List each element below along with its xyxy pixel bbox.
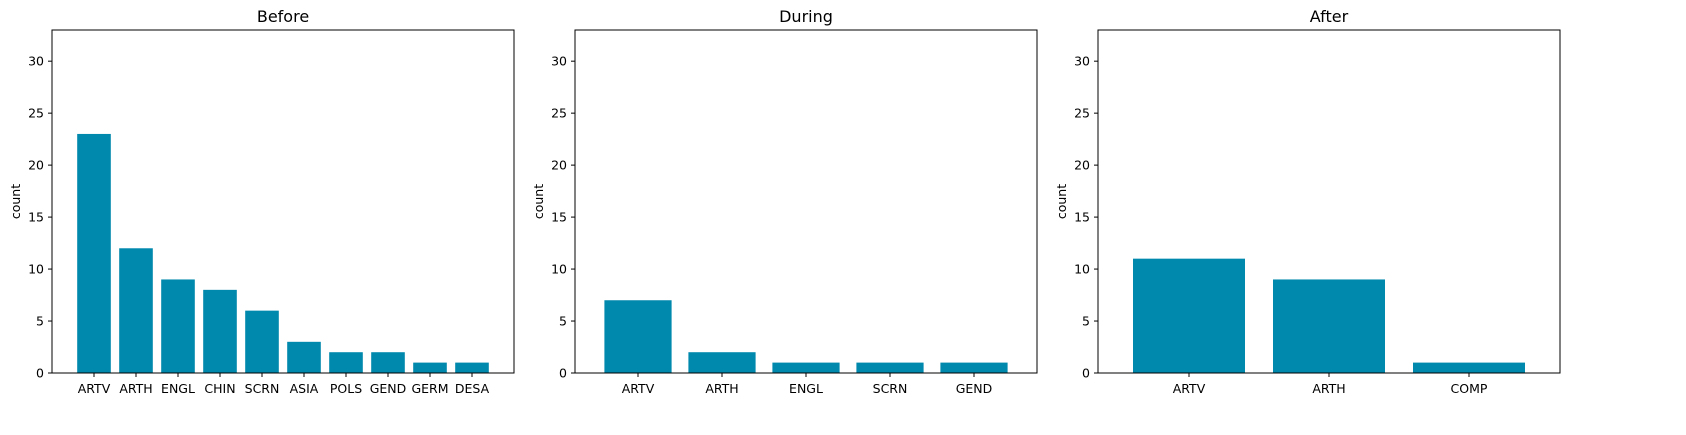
y-tick-label: 0	[1082, 366, 1090, 381]
bar-germ	[413, 362, 447, 373]
subplot-after: 0 5 10 15 20 25 30 ARTV ARTH COMP After count	[1054, 7, 1561, 396]
bar-arth	[1273, 279, 1385, 373]
bar-pols	[329, 352, 363, 373]
bar-artv	[77, 133, 111, 373]
subplot-before: 0 5 10 15 20 25 30 ARTV ARTH ENGL CHIN SCRN ASIA POLS…	[8, 7, 515, 396]
y-tick-label: 30	[1074, 54, 1090, 69]
x-tick-label-arth: ARTH	[705, 381, 738, 396]
y-axis-label: count	[8, 184, 23, 219]
y-tick-label: 5	[36, 314, 44, 329]
bar-gend	[940, 362, 1008, 373]
y-tick-label: 5	[1082, 314, 1090, 329]
bar-artv	[604, 300, 672, 373]
x-tick-label-asia: ASIA	[290, 381, 319, 396]
x-tick-label-engl: ENGL	[789, 381, 823, 396]
x-tick-label-pols: POLS	[330, 381, 362, 396]
x-tick-label-engl: ENGL	[161, 381, 195, 396]
y-tick-label: 20	[1074, 158, 1090, 173]
bar-chin	[203, 289, 237, 373]
y-tick-label: 10	[28, 262, 44, 277]
chart-title: During	[779, 7, 833, 26]
plot-frame	[51, 29, 515, 374]
bar-artv	[1133, 258, 1245, 373]
x-tick-label-scrn: SCRN	[873, 381, 908, 396]
y-tick-label: 25	[1074, 106, 1090, 121]
x-tick-label-artv: ARTV	[622, 381, 655, 396]
y-tick-label: 20	[28, 158, 44, 173]
y-tick-label: 30	[28, 54, 44, 69]
y-tick-label: 25	[551, 106, 567, 121]
bar-desa	[455, 362, 489, 373]
y-tick-label: 25	[28, 106, 44, 121]
y-tick-label: 0	[559, 366, 567, 381]
y-tick-label: 15	[551, 210, 567, 225]
x-tick-label-artv: ARTV	[78, 381, 111, 396]
bar-arth	[688, 352, 756, 373]
bar-arth	[119, 248, 153, 373]
x-tick-label-desa: DESA	[455, 381, 490, 396]
x-tick-label-gend: GEND	[370, 381, 407, 396]
x-tick-label-germ: GERM	[411, 381, 448, 396]
y-tick-label: 15	[1074, 210, 1090, 225]
y-tick-label: 15	[28, 210, 44, 225]
chart-title: Before	[257, 7, 309, 26]
bar-comp	[1413, 362, 1525, 373]
bar-asia	[287, 341, 321, 373]
x-tick-label-arth: ARTH	[1312, 381, 1345, 396]
y-axis-label: count	[1054, 184, 1069, 219]
bar-scrn	[856, 362, 924, 373]
x-tick-label-artv: ARTV	[1173, 381, 1206, 396]
x-tick-label-scrn: SCRN	[245, 381, 280, 396]
bar-scrn	[245, 310, 279, 373]
bar-gend	[371, 352, 405, 373]
y-tick-label: 10	[1074, 262, 1090, 277]
y-tick-label: 10	[551, 262, 567, 277]
chart-title: After	[1310, 7, 1349, 26]
subplot-during: 0 5 10 15 20 25 30 ARTV ARTH ENGL SCRN GEND During co…	[531, 7, 1038, 396]
bar-engl	[161, 279, 195, 373]
y-axis-label: count	[531, 184, 546, 219]
x-tick-label-comp: COMP	[1451, 381, 1488, 396]
y-tick-label: 30	[551, 54, 567, 69]
y-tick-label: 0	[36, 366, 44, 381]
y-tick-label: 20	[551, 158, 567, 173]
x-tick-label-arth: ARTH	[119, 381, 152, 396]
y-tick-label: 5	[559, 314, 567, 329]
x-tick-label-gend: GEND	[956, 381, 993, 396]
x-tick-label-chin: CHIN	[204, 381, 235, 396]
bar-engl	[772, 362, 840, 373]
